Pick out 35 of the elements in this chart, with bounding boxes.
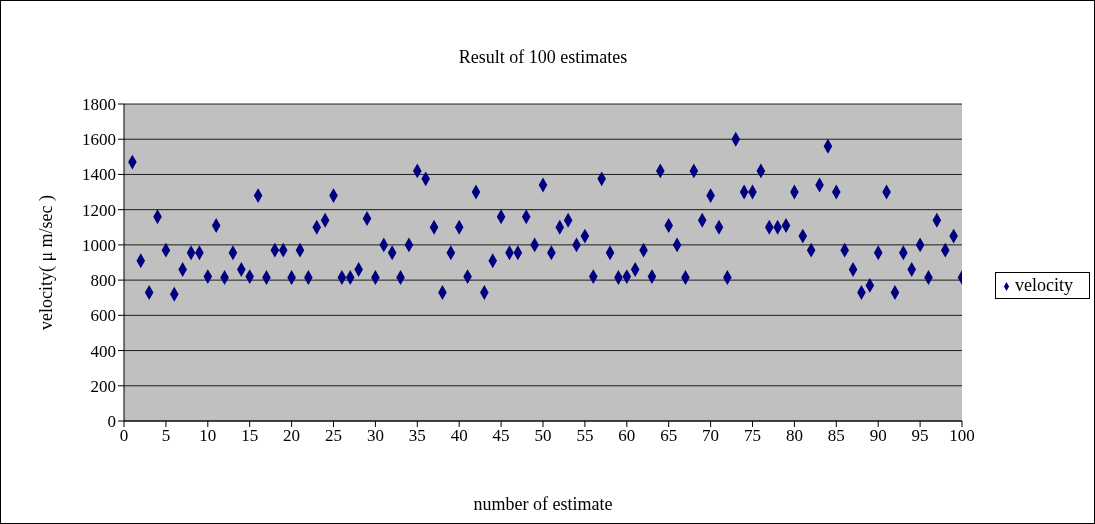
x-tick-label: 95 xyxy=(911,426,929,446)
x-tick-label: 0 xyxy=(119,426,129,446)
x-tick-label: 25 xyxy=(325,426,342,446)
x-tick-label: 90 xyxy=(869,426,887,446)
y-tick-label: 1000 xyxy=(82,235,116,255)
x-tick-label: 20 xyxy=(283,426,301,446)
x-tick-label: 75 xyxy=(744,426,761,446)
chart-title: Result of 100 estimates xyxy=(457,47,629,68)
x-tick-label: 85 xyxy=(827,426,845,446)
x-tick-label: 65 xyxy=(660,426,678,446)
y-tick-label: 200 xyxy=(90,376,116,396)
x-tick-label: 70 xyxy=(702,426,720,446)
y-axis-title: velocity( μ m/sec ) xyxy=(36,194,58,331)
x-tick-label: 30 xyxy=(366,426,384,446)
x-tick-label: 50 xyxy=(534,426,552,446)
y-tick-label: 400 xyxy=(90,341,116,361)
y-tick-label: 1800 xyxy=(82,95,116,115)
y-tick-label: 0 xyxy=(107,412,116,432)
legend-label: velocity xyxy=(1015,275,1073,295)
x-tick-label: 80 xyxy=(785,426,803,446)
x-tick-label: 40 xyxy=(450,426,468,446)
x-tick-label: 10 xyxy=(199,426,217,446)
y-tick-label: 800 xyxy=(90,271,116,291)
x-axis-title: number of estimate xyxy=(473,494,613,514)
y-tick-label: 1400 xyxy=(82,165,116,185)
x-tick-label: 15 xyxy=(241,426,259,446)
x-tick-label: 55 xyxy=(576,426,594,446)
y-tick-label: 1200 xyxy=(82,200,116,220)
y-tick-label: 1600 xyxy=(82,130,116,150)
x-tick-label: 45 xyxy=(492,426,510,446)
x-tick-label: 100 xyxy=(949,426,975,446)
x-tick-label: 5 xyxy=(161,426,171,446)
y-tick-label: 600 xyxy=(90,306,116,326)
x-tick-label: 60 xyxy=(618,426,636,446)
x-tick-label: 35 xyxy=(408,426,426,446)
